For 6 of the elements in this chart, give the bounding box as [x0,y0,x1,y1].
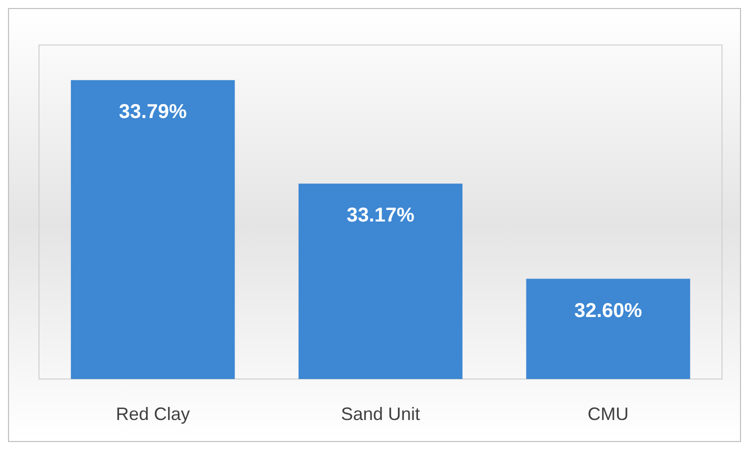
data-label: 33.17% [346,204,415,227]
x-tick-label: CMU [588,404,629,424]
data-label: 33.79% [118,101,187,124]
x-tick-label: Red Clay [116,404,190,424]
x-tick-label: Sand Unit [340,404,420,424]
data-label: 32.60% [574,300,642,322]
